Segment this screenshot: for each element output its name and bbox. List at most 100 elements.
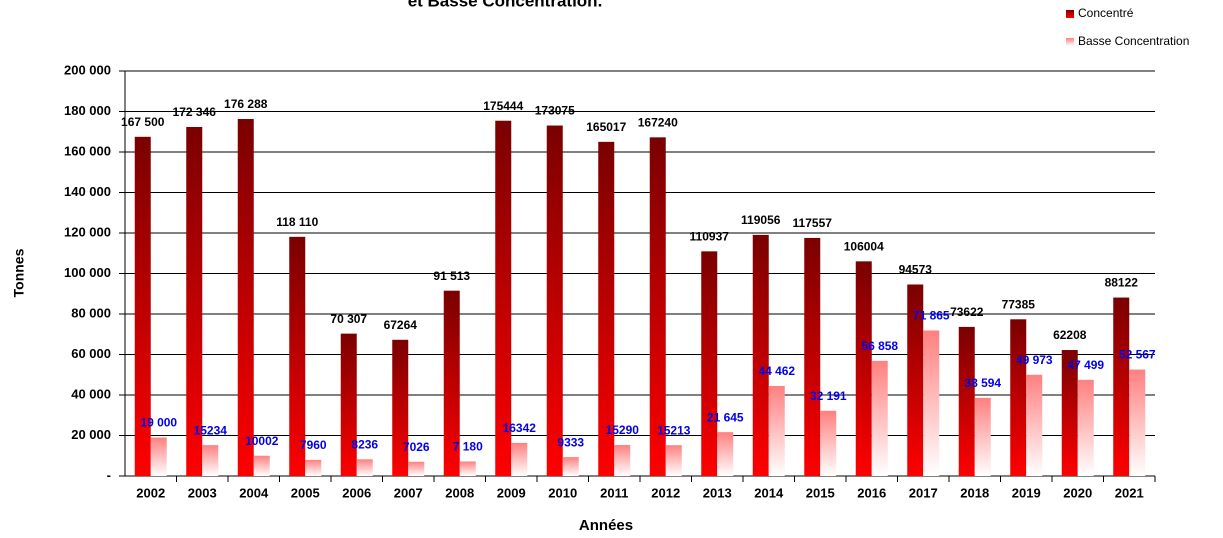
value-label: 71 865	[913, 309, 950, 323]
legend-label: Concentré	[1078, 6, 1134, 20]
bar	[511, 442, 528, 476]
value-label: 175444	[483, 99, 523, 113]
x-tick-label: 2021	[1115, 485, 1144, 500]
bar	[649, 137, 666, 477]
x-tick-label: 2013	[703, 485, 732, 500]
y-tick-label: 80 000	[71, 305, 111, 320]
x-tick-label: 2011	[600, 485, 628, 500]
bar	[546, 125, 563, 476]
value-label: 19 000	[140, 416, 177, 430]
value-label: 52 567	[1119, 348, 1156, 362]
y-tick-label: 60 000	[71, 346, 111, 361]
bar	[134, 136, 151, 476]
value-label: 62208	[1053, 328, 1087, 342]
value-label: 38 594	[964, 376, 1001, 390]
value-label: 7026	[403, 440, 430, 454]
bar	[1061, 350, 1078, 476]
bar	[289, 236, 306, 476]
bar	[408, 461, 425, 476]
value-label: 70 307	[330, 312, 367, 326]
bar	[1113, 297, 1130, 476]
x-tick-label: 2019	[1012, 485, 1041, 500]
x-tick-label: 2008	[445, 485, 474, 500]
bar	[1129, 369, 1146, 476]
y-tick-label: 200 000	[64, 62, 111, 77]
x-tick-label: 2005	[291, 485, 320, 500]
value-label: 73622	[950, 305, 984, 319]
value-label: 118 110	[276, 215, 318, 229]
bar	[598, 141, 615, 476]
value-label: 15290	[606, 423, 640, 437]
y-tick-label: 100 000	[64, 265, 111, 280]
x-tick-label: 2020	[1063, 485, 1092, 500]
bar	[752, 234, 769, 476]
bar	[495, 120, 512, 477]
value-label: 173075	[535, 104, 575, 118]
value-label: 15213	[657, 423, 691, 437]
value-label: 106004	[844, 240, 884, 254]
legend-swatch	[1066, 10, 1074, 18]
legend-swatch	[1066, 38, 1074, 46]
x-tick-label: 2018	[960, 485, 989, 500]
bar	[356, 459, 373, 476]
value-label: 77385	[1002, 297, 1036, 311]
value-label: 49 973	[1016, 353, 1053, 367]
bar	[820, 410, 837, 476]
x-tick-label: 2007	[394, 485, 423, 500]
bar	[1010, 319, 1027, 476]
value-label: 10002	[245, 434, 279, 448]
y-tick-label: 140 000	[64, 184, 111, 199]
value-label: 117557	[793, 216, 833, 230]
value-label: 8236	[351, 437, 378, 451]
bar	[958, 326, 975, 476]
x-tick-label: 2012	[651, 485, 680, 500]
bar	[253, 455, 270, 476]
x-tick-label: 2009	[497, 485, 526, 500]
bar	[150, 437, 167, 476]
value-label: 172 346	[173, 105, 217, 119]
bar	[804, 237, 821, 476]
bar	[614, 445, 631, 476]
value-label: 15234	[194, 423, 228, 437]
bar	[1026, 374, 1043, 476]
bar	[665, 445, 682, 476]
y-tick-label: 160 000	[64, 143, 111, 158]
value-label: 119056	[741, 213, 781, 227]
value-label: 56 858	[861, 339, 898, 353]
bar	[717, 432, 734, 476]
y-tick-label: 120 000	[64, 224, 111, 239]
value-label: 7 180	[453, 440, 483, 454]
x-tick-label: 2003	[188, 485, 217, 500]
y-axis-label: Tonnes	[11, 248, 27, 297]
value-label: 7960	[300, 438, 327, 452]
bar	[923, 330, 940, 476]
x-tick-label: 2016	[857, 485, 886, 500]
bar	[768, 385, 785, 476]
bar	[701, 251, 718, 476]
bar	[974, 397, 991, 476]
x-tick-label: 2010	[548, 485, 577, 500]
bar	[871, 360, 888, 476]
bar	[186, 126, 203, 476]
y-tick-label: -	[107, 467, 111, 482]
value-label: 110937	[690, 230, 730, 244]
value-label: 32 191	[810, 389, 847, 403]
value-label: 88122	[1105, 276, 1139, 290]
bar	[340, 333, 357, 476]
bar	[855, 261, 872, 476]
value-label: 47 499	[1067, 358, 1104, 372]
value-label: 9333	[557, 435, 584, 449]
value-label: 165017	[586, 120, 626, 134]
x-axis-label: Années	[579, 517, 633, 534]
value-label: 167 500	[121, 115, 165, 129]
y-tick-label: 40 000	[71, 386, 111, 401]
x-tick-label: 2014	[754, 485, 784, 500]
value-label: 21 645	[707, 410, 744, 424]
y-tick-label: 20 000	[71, 427, 111, 442]
value-label: 67264	[384, 318, 418, 332]
bar	[392, 339, 409, 476]
value-label: 16342	[503, 421, 537, 435]
bar	[202, 445, 219, 476]
bar	[459, 461, 476, 476]
